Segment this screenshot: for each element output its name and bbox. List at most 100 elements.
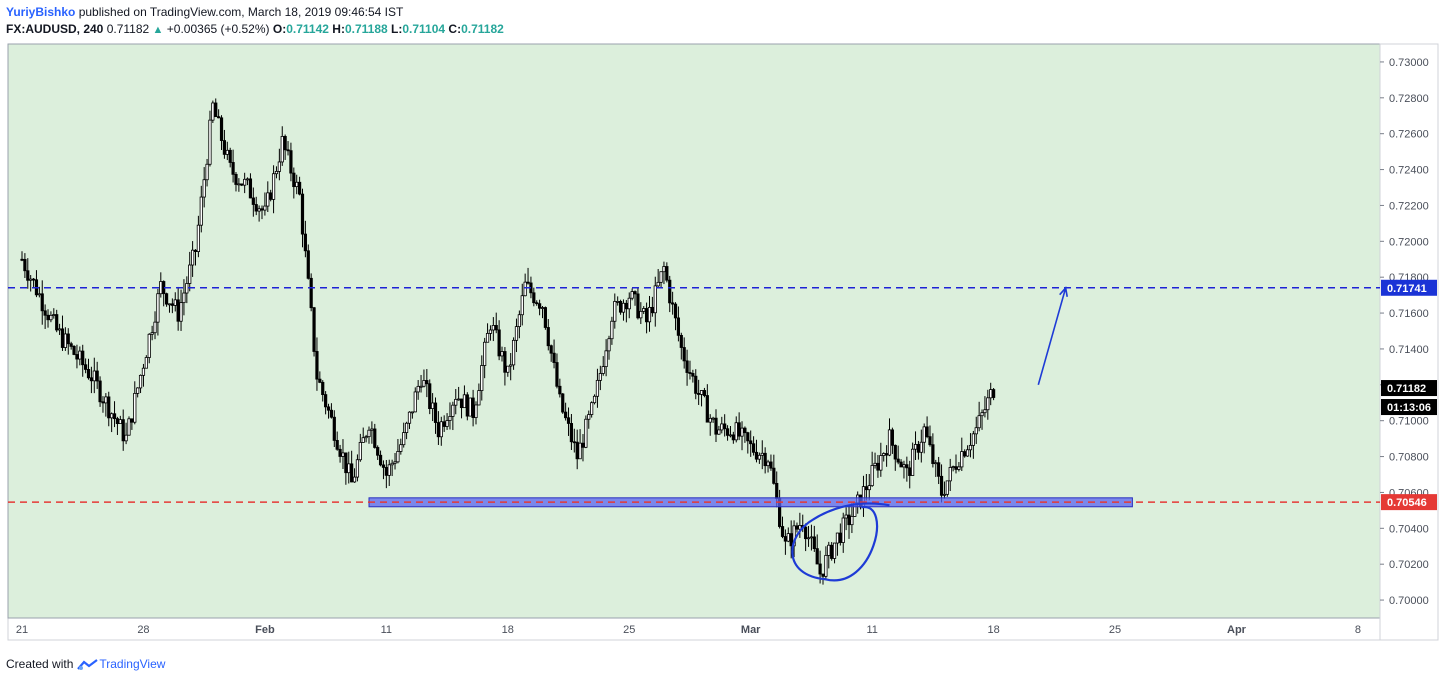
candle-body [133, 392, 137, 423]
candle-body [740, 427, 744, 437]
candle-body [303, 233, 307, 252]
candle-body [326, 406, 331, 411]
candle-body [234, 173, 238, 185]
candle-body [647, 306, 652, 323]
candle-body [827, 544, 831, 556]
candle-body [899, 461, 903, 468]
candle-body [538, 303, 542, 309]
candle-body [43, 310, 47, 316]
candle-body [731, 434, 735, 441]
candle-body [841, 517, 845, 543]
candle-body [324, 394, 328, 408]
candle-body [306, 250, 310, 279]
candle-body [86, 369, 91, 379]
candle-body [338, 448, 342, 457]
candle-body [63, 333, 67, 348]
candle-body [789, 533, 793, 547]
candle-body [150, 332, 154, 335]
candles [20, 98, 996, 585]
projection-arrow [1037, 287, 1067, 386]
candle-body [676, 317, 681, 336]
candle-body [532, 292, 536, 304]
candle-body [89, 377, 93, 382]
candle-body [916, 444, 921, 453]
candle-body [549, 345, 553, 354]
candle-body [882, 453, 886, 456]
candle-body [931, 444, 935, 464]
candle-body [867, 485, 871, 491]
y-tick-label: 0.72600 [1389, 129, 1429, 141]
candle-body [743, 427, 747, 434]
footer: Created with TradingView [6, 657, 165, 671]
candle-body [176, 299, 180, 322]
candle-body [295, 181, 299, 188]
candle-body [462, 394, 467, 409]
candle-body [488, 329, 493, 334]
published-text: published on TradingView.com, March 18, … [78, 5, 404, 19]
candle-body [566, 417, 571, 424]
candle-body [728, 434, 733, 437]
up-triangle-icon: ▲ [152, 24, 164, 36]
x-tick-label: 28 [137, 624, 149, 636]
candle-body [404, 422, 409, 433]
candle-body [448, 416, 452, 421]
candle-body [208, 119, 212, 165]
candle-body [413, 391, 417, 413]
candle-body [355, 459, 360, 478]
y-tick-label: 0.71600 [1389, 308, 1429, 320]
candle-body [954, 466, 958, 470]
candle-body [659, 271, 663, 283]
candle-body [127, 418, 131, 436]
candle-body [228, 149, 232, 163]
candle-body [248, 178, 253, 199]
candle-body [433, 402, 438, 423]
candle-body [219, 117, 224, 141]
candle-body [905, 464, 909, 469]
candle-body [428, 383, 432, 409]
candle-body [592, 395, 597, 404]
candle-body [986, 397, 990, 411]
candle-body [370, 428, 374, 431]
candle-body [49, 314, 53, 321]
high-value: 0.71188 [344, 22, 388, 36]
candle-body [205, 163, 209, 181]
candle-body [95, 370, 99, 382]
x-tick-label: Mar [741, 624, 761, 636]
candle-body [457, 398, 461, 401]
candle-body [948, 467, 952, 482]
candle-body [572, 441, 576, 444]
tradingview-logo-icon [77, 659, 99, 670]
author-name[interactable]: YuriyBishko [6, 5, 76, 19]
candle-body [913, 444, 918, 450]
candle-body [650, 306, 654, 314]
candle-body [844, 514, 848, 519]
candle-body [552, 352, 556, 363]
candle-body [31, 278, 36, 281]
candle-body [717, 429, 721, 435]
candle-body [896, 458, 900, 463]
price-change: +0.00365 (+0.52%) [166, 22, 270, 36]
x-tick-label: Feb [255, 624, 275, 636]
candle-body [607, 338, 611, 352]
candle-body [564, 411, 568, 419]
candle-body [286, 149, 290, 152]
candle-body [887, 429, 892, 456]
candle-body [422, 380, 426, 387]
candle-body [835, 532, 840, 544]
candle-body [251, 197, 255, 205]
candle-body [679, 334, 683, 348]
candle-body [804, 526, 808, 540]
candle-body [329, 409, 334, 418]
candle-body [809, 536, 814, 539]
candle-body [642, 308, 646, 312]
x-tick-label: 11 [866, 624, 877, 636]
x-tick-label: 25 [1109, 624, 1121, 636]
arrow-head-icon [1059, 286, 1069, 297]
candle-body [937, 462, 941, 477]
candle-body [98, 380, 102, 403]
tradingview-brand[interactable]: TradingView [99, 657, 166, 671]
x-tick-label: Apr [1227, 624, 1247, 636]
candle-body [934, 462, 938, 465]
countdown-badge-text: 01:13:06 [1387, 402, 1431, 414]
